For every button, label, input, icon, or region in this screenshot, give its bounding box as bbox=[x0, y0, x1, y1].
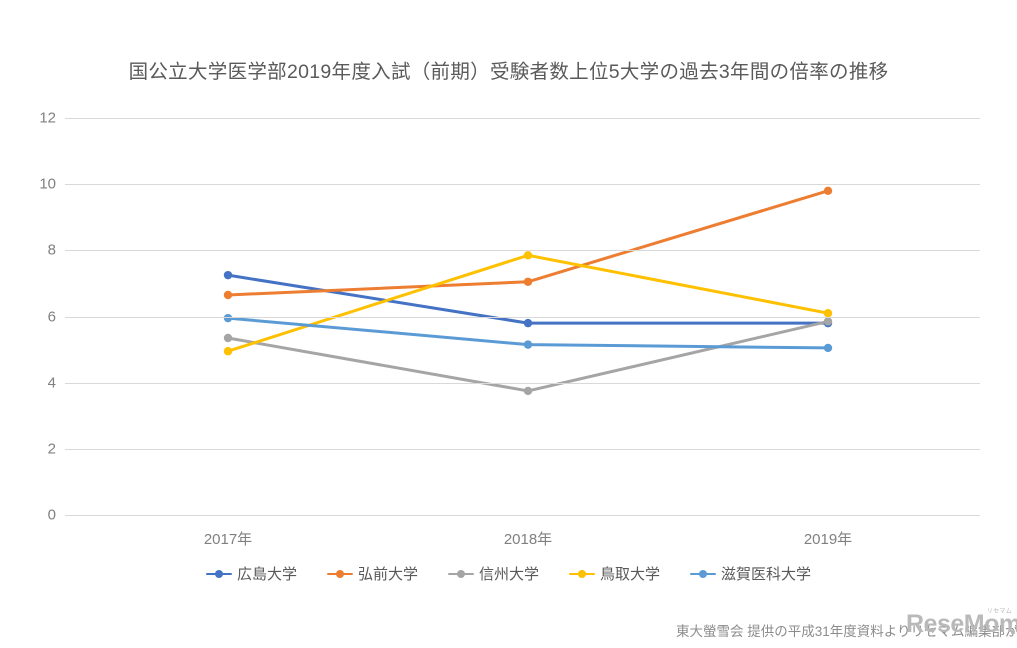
data-point-marker bbox=[823, 308, 833, 318]
legend-label: 鳥取大学 bbox=[600, 566, 661, 583]
gridline bbox=[65, 118, 980, 119]
data-point-marker bbox=[523, 318, 533, 328]
page-title: 国公立大学医学部2019年度入試（前期）受験者数上位5大学の過去3年間の倍率の推… bbox=[128, 61, 889, 83]
legend-label: 滋賀医科大学 bbox=[721, 566, 812, 583]
legend-label: 弘前大学 bbox=[357, 566, 418, 583]
y-tick-label: 0 bbox=[47, 506, 56, 524]
data-point-marker bbox=[223, 290, 233, 300]
gridline bbox=[65, 382, 980, 384]
legend-marker-icon bbox=[569, 568, 595, 580]
series-lines bbox=[223, 186, 833, 396]
gridline bbox=[65, 184, 980, 186]
series-line bbox=[226, 319, 830, 393]
data-point-marker bbox=[523, 277, 533, 286]
y-tick-label: 2 bbox=[47, 440, 56, 458]
x-tick-label: 2019年 bbox=[803, 531, 853, 548]
legend-item[interactable]: 鳥取大学 bbox=[569, 563, 660, 584]
legend-marker-icon bbox=[205, 568, 232, 580]
legend-label: 信州大学 bbox=[478, 566, 539, 583]
data-point-marker bbox=[223, 313, 233, 323]
y-tick-label: 4 bbox=[47, 374, 56, 392]
data-point-marker bbox=[223, 270, 233, 280]
source-caption: 東大螢雪会 提供の平成31年度資料よりリセマム編集部が作成 bbox=[676, 624, 1017, 639]
legend-item[interactable]: 信州大学 bbox=[447, 563, 539, 584]
gridline bbox=[65, 250, 980, 252]
data-point-marker bbox=[823, 317, 833, 326]
data-point-marker bbox=[523, 386, 533, 396]
legend-item[interactable]: 滋賀医科大学 bbox=[690, 563, 811, 584]
y-axis: 0 2 4 6 8 10 12 bbox=[8, 110, 56, 524]
legend-marker-icon bbox=[326, 568, 353, 580]
legend-item[interactable]: 広島大学 bbox=[205, 563, 297, 584]
legend-marker-icon bbox=[690, 568, 717, 580]
gridline bbox=[65, 448, 980, 450]
y-tick-label: 12 bbox=[39, 109, 56, 127]
gridline bbox=[65, 515, 980, 516]
data-point-marker bbox=[823, 186, 833, 195]
x-tick-label: 2018年 bbox=[503, 531, 553, 548]
legend-marker-icon bbox=[447, 568, 474, 580]
plot-area bbox=[65, 118, 980, 516]
legend-label: 広島大学 bbox=[236, 566, 297, 583]
legend-item[interactable]: 弘前大学 bbox=[326, 563, 418, 584]
x-axis: 2017年 2018年 2019年 bbox=[65, 528, 980, 550]
y-tick-label: 6 bbox=[47, 308, 56, 325]
watermark-ruby: リセマム bbox=[986, 609, 1012, 615]
data-point-marker bbox=[523, 251, 533, 260]
x-tick-label: 2017年 bbox=[203, 531, 253, 548]
series-line bbox=[226, 253, 830, 353]
chart-legend: 広島大学 弘前大学 信州大学 鳥取大学 滋賀医科大学 bbox=[0, 563, 1017, 584]
y-tick-label: 10 bbox=[39, 175, 56, 193]
data-point-marker bbox=[223, 347, 233, 356]
data-point-marker bbox=[523, 340, 533, 349]
data-point-marker bbox=[223, 333, 233, 343]
data-point-marker bbox=[823, 343, 833, 353]
gridline bbox=[65, 316, 980, 318]
y-tick-label: 8 bbox=[47, 241, 56, 259]
